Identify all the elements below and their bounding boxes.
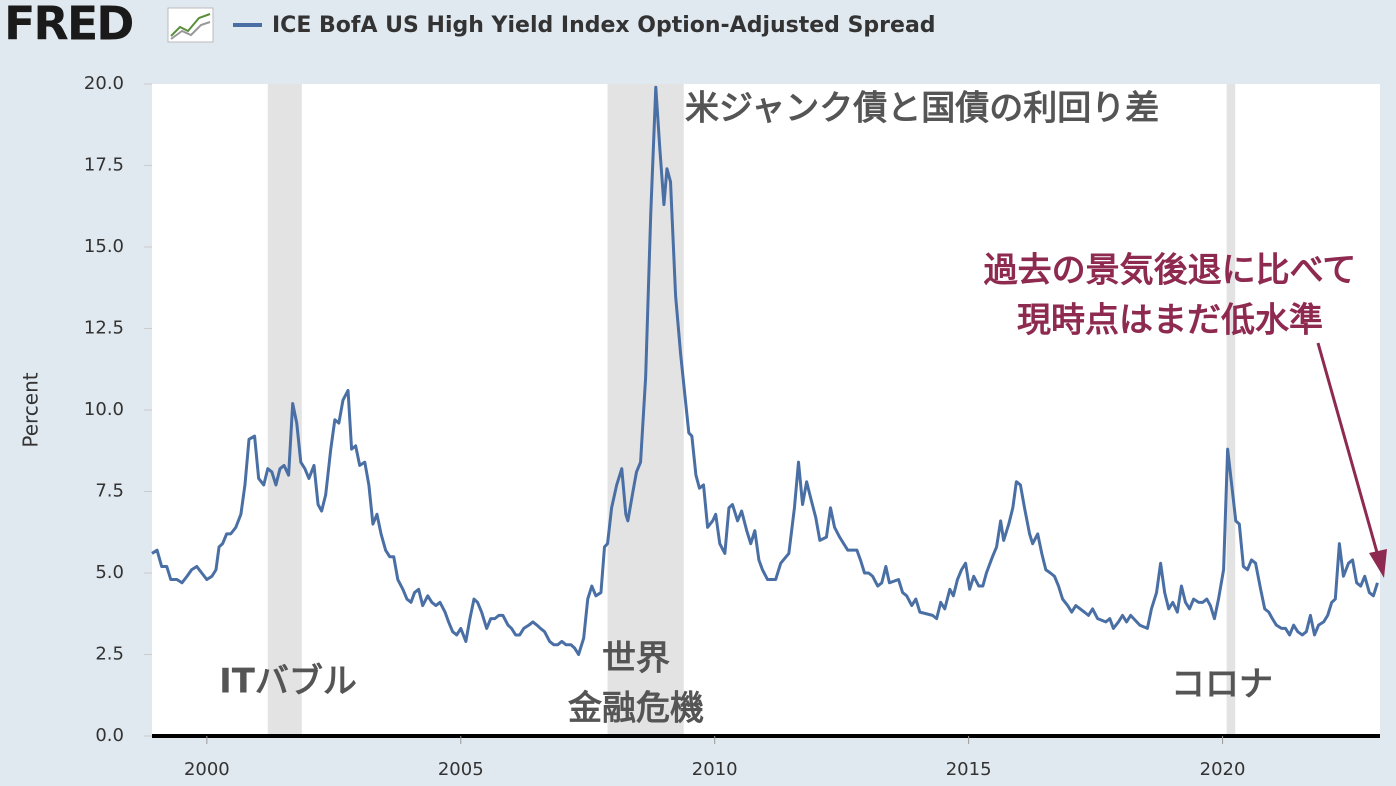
annotation-arrow [1316,342,1387,578]
annotation: 世界 [602,639,670,679]
x-tick-label: 2010 [692,759,738,780]
logo-icon-line [170,13,211,37]
y-tick-label: 20.0 [84,73,124,94]
recession-band [1226,84,1236,736]
logo-icon [167,7,214,43]
x-tick-label: 2015 [946,759,992,780]
y-tick-label: 10.0 [84,399,124,420]
annotation: ITバブル [219,662,357,702]
y-tick-label: 17.5 [84,155,124,176]
logo: FRED [4,0,132,51]
annotation: コロナ [1171,665,1273,705]
plot-area [152,84,1380,736]
arrow-shaft [1316,342,1380,557]
legend-label: ICE BofA US High Yield Index Option-Adju… [272,13,936,38]
logo-icon-line [170,21,211,40]
y-axis-label: Percent [19,372,43,447]
y-tick-label: 5.0 [95,562,124,583]
x-tick-label: 2000 [184,759,230,780]
x-tick-label: 2005 [438,759,484,780]
y-tick-label: 7.5 [95,481,124,502]
series-line [151,85,1379,656]
recession-band [267,84,302,736]
annotation: 金融危機 [567,689,704,729]
annotation: 過去の景気後退に比べて [984,251,1357,291]
y-tick-label: 0.0 [95,725,124,746]
annotation: 米ジャンク債と国債の利回り差 [685,89,1159,129]
y-tick-label: 12.5 [84,318,124,339]
x-tick-label: 2020 [1200,759,1246,780]
y-tick-label: 2.5 [95,644,124,665]
y-tick-label: 15.0 [84,236,124,257]
arrow-head [1369,549,1387,578]
annotation: 現時点はまだ低水準 [1017,301,1323,341]
